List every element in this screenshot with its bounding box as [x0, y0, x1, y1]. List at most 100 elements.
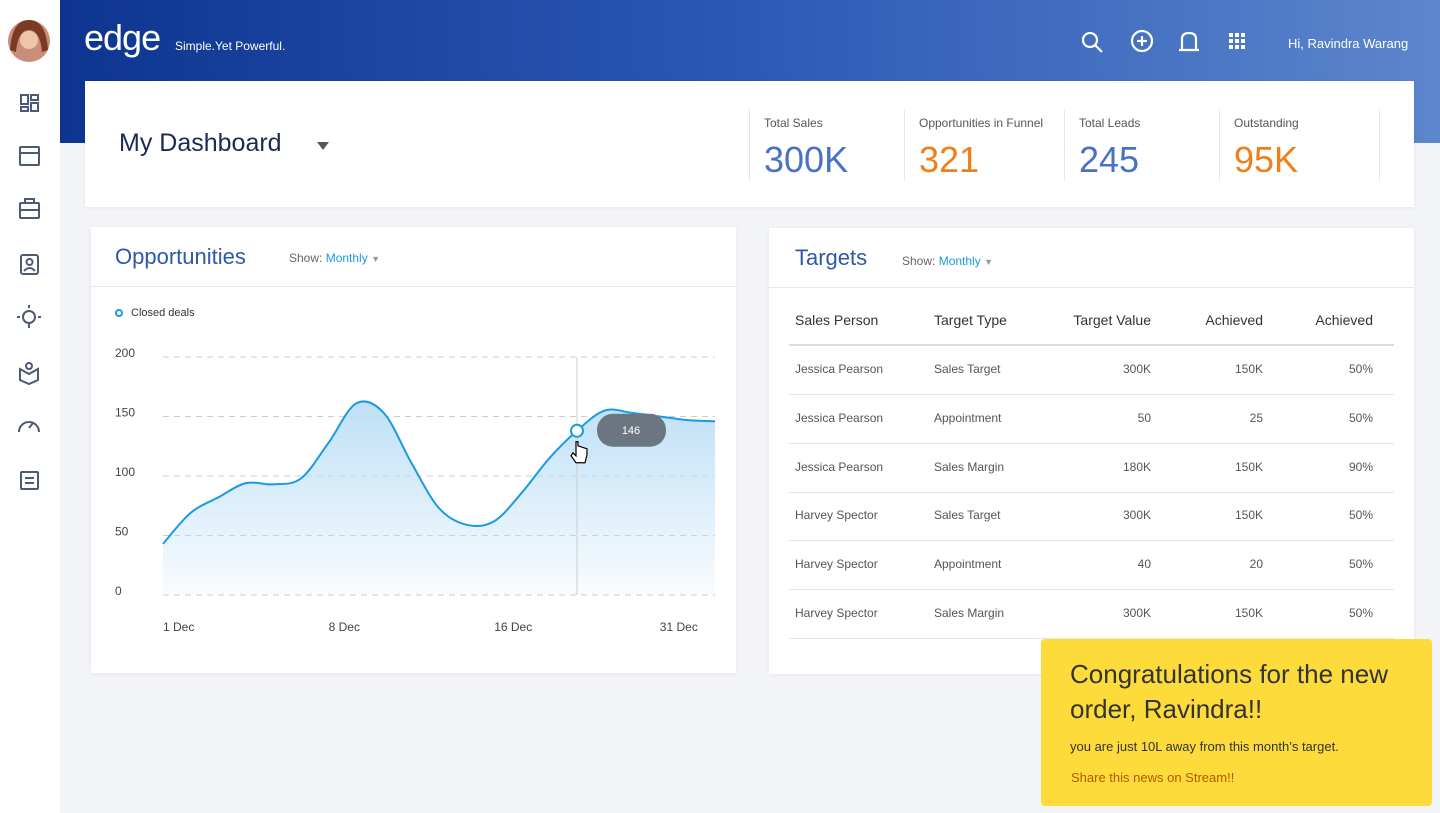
- tagline: Simple.Yet Powerful.: [175, 39, 286, 53]
- logo: edge: [84, 17, 161, 58]
- table-cell: 25: [1249, 410, 1263, 425]
- kpi-divider: [749, 109, 750, 181]
- dropdown-arrow[interactable]: [317, 141, 329, 151]
- table-cell: 180K: [1122, 459, 1151, 474]
- table-cell: Sales Margin: [934, 606, 1005, 620]
- hover-point: [570, 423, 584, 438]
- show-label: Show:: [289, 251, 323, 265]
- congrats-title: Congratulations for the new order, Ravin…: [1070, 659, 1388, 724]
- add-icon[interactable]: [1130, 29, 1154, 53]
- legend-marker: [115, 309, 123, 317]
- show-value[interactable]: Monthly: [325, 251, 368, 265]
- table-cell: 50%: [1348, 557, 1373, 572]
- dashboard-title[interactable]: My Dashboard: [119, 129, 282, 157]
- tooltip: 146: [622, 425, 640, 437]
- table-cell: 40: [1137, 557, 1151, 572]
- table-cell: Sales Margin: [934, 459, 1005, 474]
- column-header: Target Type: [934, 312, 1007, 328]
- kpi-value: 300K: [764, 139, 849, 180]
- row-divider: [789, 394, 1394, 395]
- kpi-label: Opportunities in Funnel: [919, 116, 1044, 130]
- show-label: Show:: [902, 254, 936, 268]
- kpi-divider: [1379, 109, 1380, 181]
- table-cell: 20: [1249, 557, 1263, 572]
- dashboard-card: My Dashboard Total Sales 300K Opportunitie…: [85, 81, 1414, 207]
- y-tick-label: 100: [115, 465, 135, 479]
- card-title: Opportunities: [115, 244, 246, 269]
- search-icon[interactable]: [1094, 44, 1103, 53]
- table-cell: Harvey Spector: [795, 557, 878, 572]
- legend-label: Closed deals: [131, 307, 195, 319]
- kpi-label: Total Leads: [1079, 116, 1141, 130]
- table-cell: 300K: [1122, 508, 1151, 523]
- table-cell: Appointment: [934, 410, 1002, 425]
- row-divider: [789, 589, 1394, 591]
- table-cell: 150K: [1234, 508, 1263, 523]
- divider: [769, 287, 1414, 288]
- kpi-divider: [1064, 109, 1065, 181]
- top-bar: [60, 0, 1440, 81]
- column-header: Target Value: [1073, 312, 1151, 328]
- row-divider: [789, 540, 1394, 542]
- divider: [91, 286, 736, 287]
- x-tick-label: 8 Dec: [329, 620, 360, 634]
- table-cell: 50: [1137, 410, 1151, 425]
- y-tick-label: 0: [115, 584, 122, 598]
- column-header: Achieved: [1205, 312, 1263, 328]
- kpi-divider: [904, 109, 905, 181]
- tooltip-box: [597, 413, 666, 447]
- table-cell: Sales Target: [934, 362, 1001, 376]
- table-cell: 150K: [1234, 459, 1263, 474]
- table-cell: Jessica Pearson: [795, 459, 884, 474]
- congrats-message: you are just 10L away from this month’s …: [1070, 739, 1339, 754]
- table-cell: Harvey Spector: [795, 606, 878, 620]
- show-value[interactable]: Monthly: [938, 254, 981, 268]
- kpi-label: Outstanding: [1234, 116, 1299, 130]
- header-divider: [789, 344, 1394, 346]
- x-tick-label: 1 Dec: [163, 620, 194, 634]
- show-filter[interactable]: Show: Monthly ▼: [902, 254, 993, 268]
- targets-card: Targets Show: Monthly ▼ Sales Person Targ…: [769, 228, 1414, 674]
- greeting[interactable]: Hi, Ravindra Warang: [1288, 36, 1409, 51]
- share-link[interactable]: Share this news on Stream!!: [1071, 770, 1235, 785]
- kpi-value: 95K: [1234, 139, 1299, 180]
- table-cell: Jessica Pearson: [795, 362, 884, 376]
- table-cell: 90%: [1348, 459, 1373, 474]
- table-cell: 300K: [1122, 606, 1151, 620]
- column-header: Sales Person: [795, 312, 879, 328]
- kpi-divider: [1219, 109, 1220, 181]
- table-cell: 50%: [1348, 410, 1373, 425]
- table-cell: Appointment: [934, 557, 1002, 572]
- row-divider: [789, 638, 1394, 639]
- table-cell: Jessica Pearson: [795, 410, 884, 425]
- sidebar: [0, 0, 60, 813]
- show-filter[interactable]: Show: Monthly ▼: [289, 251, 380, 265]
- kpi-value: 245: [1079, 139, 1140, 180]
- header-icons: [1081, 29, 1245, 53]
- column-header: Achieved: [1315, 312, 1373, 328]
- x-tick-label: 31 Dec: [660, 620, 698, 634]
- table-cell: 50%: [1348, 362, 1373, 376]
- y-tick-label: 150: [115, 406, 135, 420]
- kpi-value: 321: [919, 139, 980, 180]
- chart: 0 50 100 150 200 1 Dec 8 Dec 16 Dec 31 Dec Closed…: [115, 307, 716, 634]
- card-title: Targets: [795, 245, 868, 270]
- congrats-card: Congratulations for the new order, Ravin…: [1041, 639, 1432, 806]
- y-tick-label: 50: [115, 525, 129, 539]
- table-cell: 150K: [1234, 362, 1263, 376]
- line: [162, 400, 716, 545]
- table-cell: Harvey Spector: [795, 508, 878, 523]
- table-cell: 50%: [1348, 606, 1373, 620]
- table-cell: 150K: [1234, 606, 1263, 620]
- bell-icon[interactable]: [1179, 31, 1199, 52]
- sidebar-icons: [8, 20, 50, 490]
- table-cell: 50%: [1348, 508, 1373, 523]
- apps-icon[interactable]: [1229, 33, 1245, 49]
- cursor: [570, 441, 588, 464]
- kpi-label: Total Sales: [764, 116, 823, 130]
- row-divider: [789, 491, 1394, 493]
- table-cell: 300K: [1122, 362, 1151, 376]
- y-tick-label: 200: [115, 346, 135, 360]
- table-cell: Sales Target: [934, 508, 1001, 523]
